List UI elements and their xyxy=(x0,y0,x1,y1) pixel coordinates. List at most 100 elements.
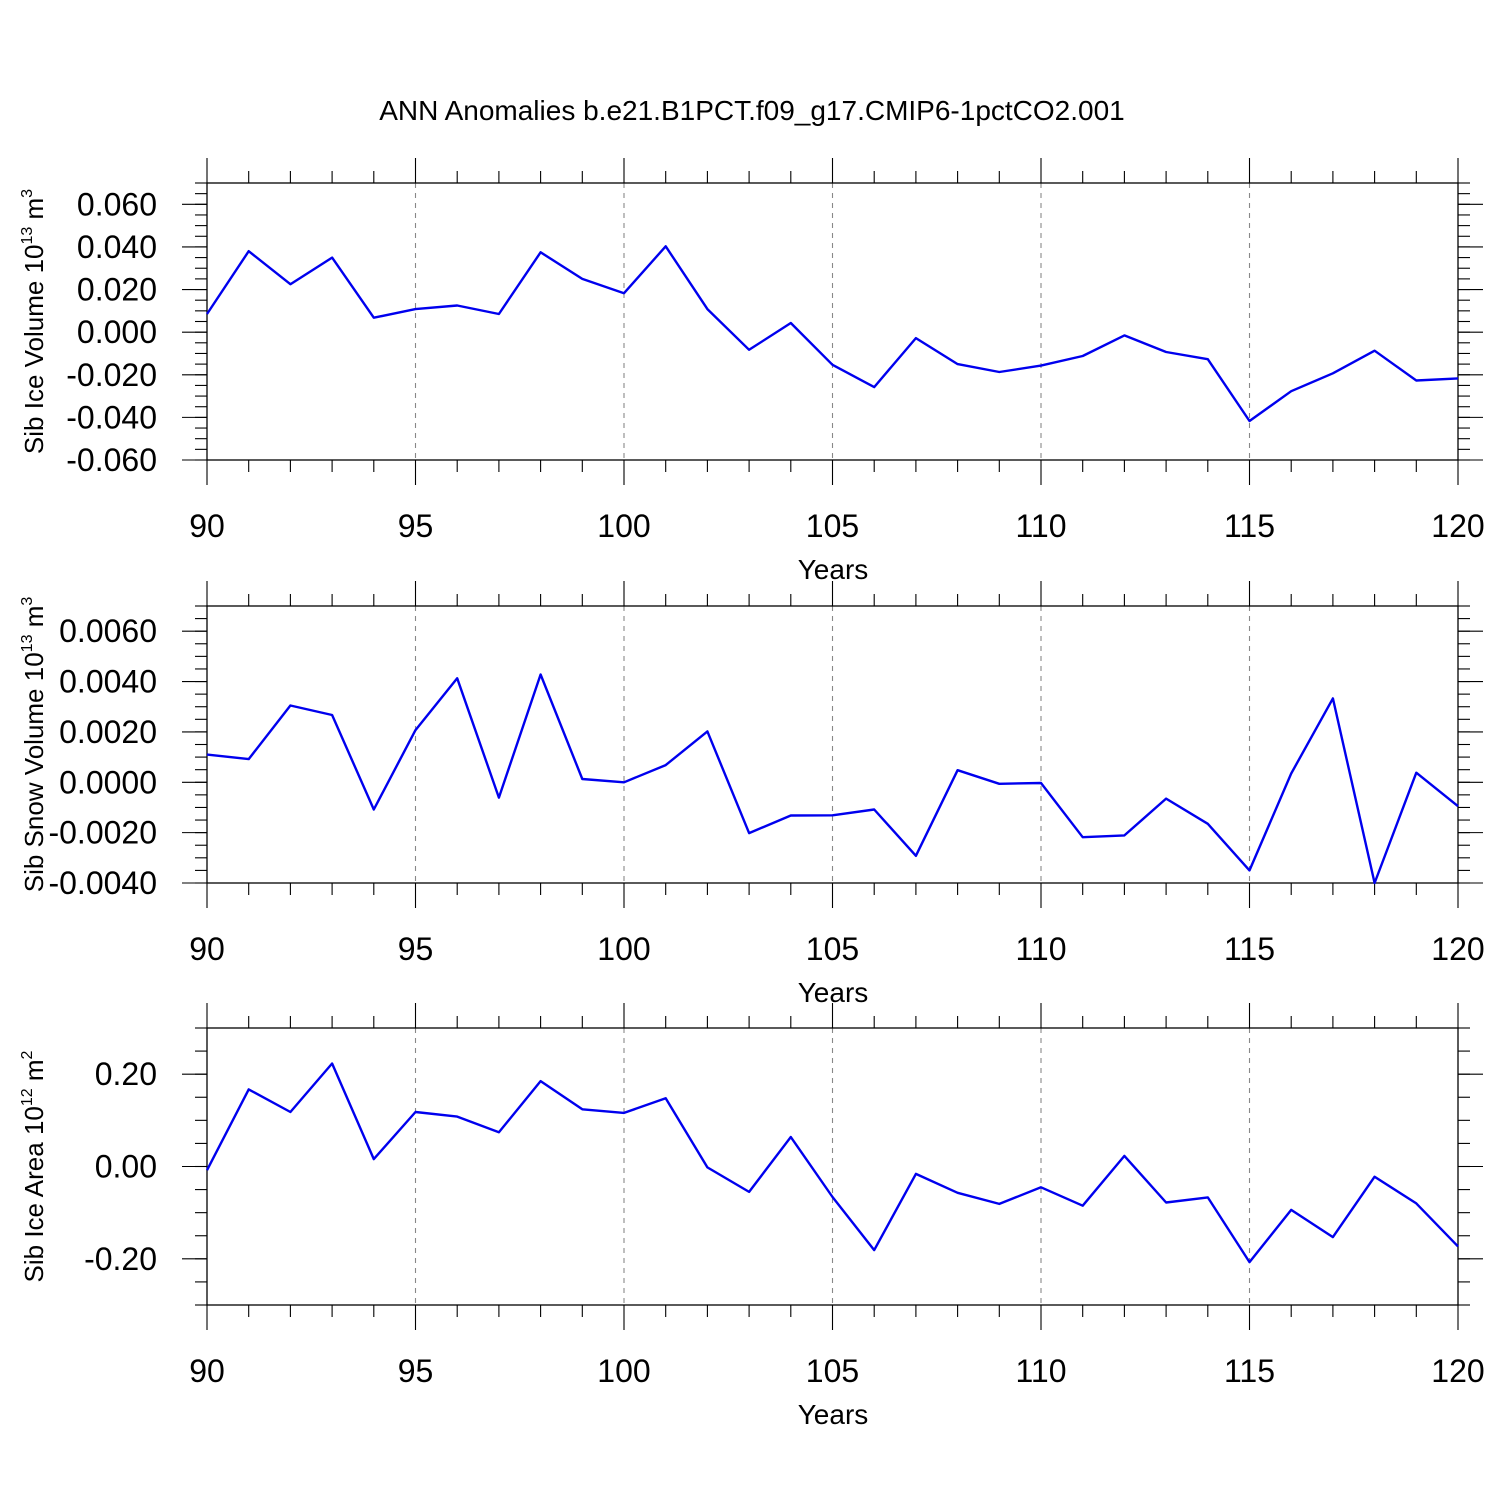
data-point xyxy=(1164,350,1168,354)
snow-volume-panel: -0.0040 -0.0020 0.0000 0.0020 0.0040 0.0060 90… xyxy=(19,581,1485,1008)
data-point xyxy=(1289,771,1293,775)
data-point xyxy=(705,729,709,733)
y-tick-label: 0.0040 xyxy=(59,664,157,700)
data-point xyxy=(1081,835,1085,839)
y-tick-label: -0.020 xyxy=(66,357,157,393)
data-point xyxy=(455,1115,459,1119)
data-point xyxy=(455,676,459,680)
data-point xyxy=(539,1079,543,1083)
y-tick-label: 0.0020 xyxy=(59,714,157,750)
data-point xyxy=(580,1107,584,1111)
data-point xyxy=(872,807,876,811)
data-point xyxy=(664,763,668,767)
data-point xyxy=(997,782,1001,786)
y-axis-title: Sib Ice Volume 1013 m3 xyxy=(19,189,49,454)
data-point xyxy=(1122,1154,1126,1158)
data-point xyxy=(1081,354,1085,358)
data-point xyxy=(1248,419,1252,423)
data-point xyxy=(539,672,543,676)
data-point xyxy=(831,1195,835,1199)
x-axis-title: Years xyxy=(798,977,869,1008)
x-tick-label: 100 xyxy=(597,931,650,967)
data-point xyxy=(1206,1195,1210,1199)
data-point xyxy=(580,277,584,281)
data-point xyxy=(414,1110,418,1114)
data-point xyxy=(1164,1201,1168,1205)
data-point xyxy=(914,336,918,340)
y-tick-label: -0.040 xyxy=(66,399,157,435)
data-point xyxy=(1373,349,1377,353)
data-point xyxy=(1414,771,1418,775)
x-tick-label: 110 xyxy=(1015,931,1066,967)
y-tick-label: 0.00 xyxy=(95,1149,157,1185)
data-point xyxy=(330,256,334,260)
x-tick-label: 115 xyxy=(1224,508,1275,544)
x-tick-label: 115 xyxy=(1224,931,1275,967)
data-point xyxy=(247,249,251,253)
data-point xyxy=(1331,371,1335,375)
series-line xyxy=(206,673,1459,885)
data-point xyxy=(455,304,459,308)
y-axis-title-unit: m xyxy=(19,198,49,227)
chart-title: ANN Anomalies b.e21.B1PCT.f09_g17.CMIP6-… xyxy=(379,95,1125,126)
y-axis-title-unit: m xyxy=(19,1059,49,1088)
data-point xyxy=(747,1190,751,1194)
x-tick-label: 105 xyxy=(806,931,859,967)
data-point xyxy=(1289,389,1293,393)
data-point xyxy=(372,316,376,320)
data-point xyxy=(1039,781,1043,785)
data-point xyxy=(205,1168,209,1172)
y-tick-label: -0.20 xyxy=(84,1241,157,1277)
data-point xyxy=(956,1191,960,1195)
data-point xyxy=(497,1130,501,1134)
y-axis-title-unit-exponent: 3 xyxy=(19,189,36,198)
data-point xyxy=(664,244,668,248)
x-tick-label: 105 xyxy=(806,508,859,544)
series-line xyxy=(205,1062,1459,1264)
y-tick-label: 0.060 xyxy=(77,186,157,222)
data-point xyxy=(1248,868,1252,872)
y-tick-label: 0.0060 xyxy=(59,613,157,649)
y-axis-title-unit-exponent: 3 xyxy=(19,597,36,606)
y-axis-title-exponent: 13 xyxy=(19,227,36,245)
data-point xyxy=(330,713,334,717)
series-line xyxy=(206,245,1459,423)
data-point xyxy=(1122,333,1126,337)
y-axis-title-exponent: 12 xyxy=(19,1088,36,1106)
data-point xyxy=(247,757,251,761)
data-point xyxy=(288,282,292,286)
x-tick-label: 90 xyxy=(189,931,225,967)
data-point xyxy=(1248,1260,1252,1264)
data-point xyxy=(705,1165,709,1169)
data-point xyxy=(789,1135,793,1139)
x-tick-label: 95 xyxy=(398,1353,434,1389)
x-axis-title: Years xyxy=(798,554,869,585)
data-point xyxy=(247,1087,251,1091)
data-point xyxy=(831,363,835,367)
data-point xyxy=(1456,804,1460,808)
y-tick-label: 0.0000 xyxy=(59,764,157,800)
x-tick-label: 90 xyxy=(189,508,225,544)
data-point xyxy=(414,307,418,311)
y-axis-title-exponent: 13 xyxy=(19,634,36,652)
x-tick-label: 95 xyxy=(398,931,434,967)
data-point xyxy=(330,1062,334,1066)
data-point xyxy=(414,728,418,732)
data-point xyxy=(872,385,876,389)
x-tick-label: 110 xyxy=(1015,508,1066,544)
data-point xyxy=(372,1157,376,1161)
data-point xyxy=(1331,1235,1335,1239)
data-point xyxy=(497,796,501,800)
data-point xyxy=(205,753,209,757)
data-point xyxy=(1456,376,1460,380)
data-point xyxy=(789,321,793,325)
data-point xyxy=(747,831,751,835)
data-point xyxy=(1373,881,1377,885)
data-point xyxy=(1122,833,1126,837)
y-tick-label: 0.040 xyxy=(77,229,157,265)
y-tick-label: -0.0040 xyxy=(48,865,157,901)
x-axis-title: Years xyxy=(798,1399,869,1430)
data-point xyxy=(1164,797,1168,801)
y-tick-label: 0.20 xyxy=(95,1056,157,1092)
